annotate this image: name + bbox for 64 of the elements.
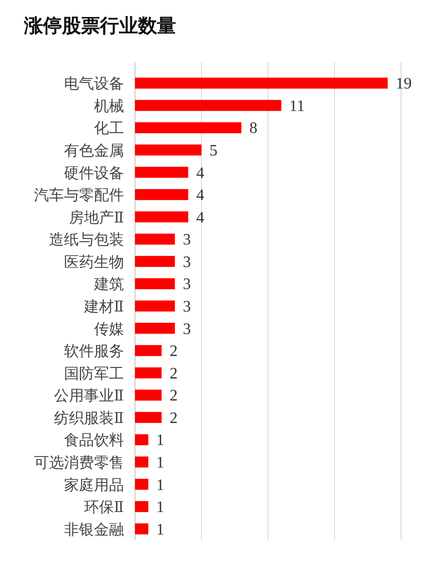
y-tick-label: 化工 [94,120,124,138]
y-tick-label: 机械 [94,98,124,115]
y-tick-label: 医药生物 [64,254,124,271]
y-tick-label: 可选消费零售 [34,454,124,472]
data-label: 3 [182,232,191,249]
y-tick-label: 房地产Ⅱ [68,209,124,226]
bar [135,144,202,156]
y-tick-label: 非银金融 [64,521,124,538]
y-tick-label: 纺织服装Ⅱ [54,410,124,427]
bar [135,100,282,111]
y-tick-label: 建材Ⅱ [82,298,124,316]
data-label: 4 [196,187,204,204]
data-label: 2 [170,388,178,405]
bar [135,367,162,378]
y-tick-label: 公用事业Ⅱ [54,388,124,405]
data-label: 2 [170,410,178,427]
data-label: 5 [210,142,218,160]
y-tick-label: 家庭用品 [64,476,124,494]
data-label: 2 [170,343,178,360]
data-label: 3 [182,298,191,316]
y-tick-label: 软件服务 [64,343,124,360]
data-label: 3 [182,320,191,338]
bar [135,478,148,490]
bar [135,122,242,134]
bar [135,434,148,446]
data-label: 3 [182,254,191,271]
data-label: 1 [156,454,164,472]
bar [135,322,175,334]
data-label: 1 [156,476,164,494]
data-label: 1 [156,432,164,450]
bar [135,501,148,512]
bar [135,78,388,89]
data-label: 11 [289,98,305,115]
bar [135,278,175,290]
bar [135,256,175,267]
y-tick-label: 国防军工 [64,365,124,382]
data-label: 19 [396,76,412,93]
data-label: 3 [182,276,191,294]
bar [135,189,188,200]
data-label: 4 [196,209,204,226]
data-label: 1 [156,499,164,516]
y-tick-label: 环保Ⅱ [84,500,124,516]
y-tick-label: 汽车与零配件 [34,187,124,204]
y-tick-label: 传媒 [94,322,124,338]
bar [135,456,148,468]
y-tick-label: 电气设备 [64,76,124,93]
bar [135,166,188,178]
chart-title: 涨停股票行业数量 [23,15,176,37]
bar [135,211,188,222]
y-tick-label: 食品饮料 [64,432,124,450]
y-tick-label: 硬件设备 [64,164,124,182]
data-label: 2 [170,365,178,382]
data-label: 1 [156,521,164,538]
data-label: 8 [249,120,258,138]
data-label: 4 [196,164,204,182]
bar [135,390,162,401]
bar [135,412,162,423]
bar [135,345,162,356]
bar [135,523,148,534]
y-tick-label: 建筑 [93,276,124,294]
y-tick-label: 造纸与包装 [49,232,124,249]
bar [135,300,175,312]
bar [135,234,175,245]
y-tick-label: 有色金属 [64,142,124,160]
